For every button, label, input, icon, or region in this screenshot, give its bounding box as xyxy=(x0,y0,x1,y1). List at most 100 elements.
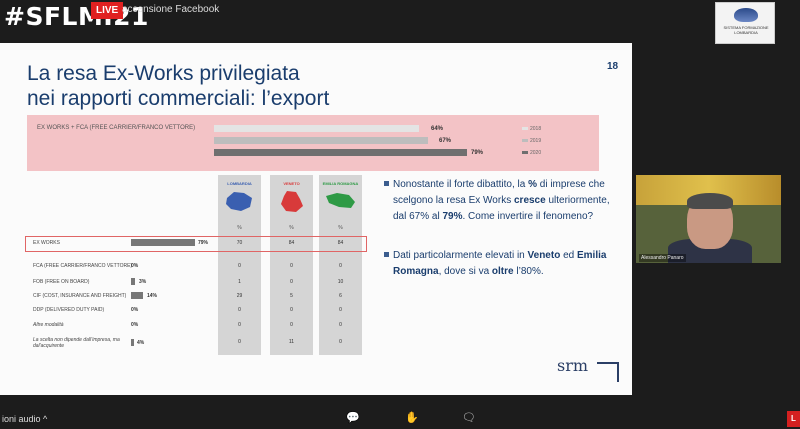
reactions-icon[interactable]: 🗨 xyxy=(462,412,476,424)
leave-button[interactable]: L xyxy=(787,411,800,427)
legend-swatch-2019 xyxy=(522,139,528,143)
summary-bar-2018 xyxy=(214,125,419,132)
veneto-map-icon xyxy=(281,191,303,212)
chevron-up-icon: ^ xyxy=(43,414,48,424)
bullet-square-icon xyxy=(384,181,389,186)
row-value-lombardia: 1 xyxy=(238,279,241,285)
legend-swatch-2020 xyxy=(522,151,528,155)
region-column-lombardia: LOMBARDIA % xyxy=(218,175,261,355)
row-label: Altre modalità xyxy=(33,322,64,328)
participant-hair xyxy=(687,193,733,209)
bullet-exworks-trend: Nonostante il forte dibattito, la % di i… xyxy=(384,177,613,225)
summary-bar-2019 xyxy=(214,137,428,144)
row-label: CIF (COST, INSURANCE AND FREIGHT) xyxy=(33,293,127,299)
event-hashtag: #SFLMI21 xyxy=(4,2,149,31)
bullet-bold: Veneto xyxy=(527,250,561,261)
summary-value-2019: 67% xyxy=(439,138,452,144)
row-pct: 3% xyxy=(139,279,147,285)
audio-options-label: ioni audio xyxy=(2,414,41,424)
slide-title-line-1: La resa Ex-Works privilegiata xyxy=(27,62,300,85)
legend-2019: 2019 xyxy=(522,138,541,144)
bullet-regional-data: Dati particolarmente elevati in Veneto e… xyxy=(384,248,613,280)
row-bar xyxy=(131,292,143,299)
row-label: FCA (FREE CARRIER/FRANCO VETTORE) xyxy=(33,263,133,269)
summary-value-2018: 64% xyxy=(431,126,444,132)
row-label: FOB (FREE ON BOARD) xyxy=(33,279,90,285)
bullet-square-icon xyxy=(384,252,389,257)
row-value-emilia-romagna: 0 xyxy=(339,263,342,269)
row-value-veneto: 0 xyxy=(290,307,293,313)
row-value-veneto: 84 xyxy=(288,240,295,246)
region-pct-label-lombardia: % xyxy=(237,225,242,231)
row-value-emilia-romagna: 84 xyxy=(337,240,344,246)
row-value-veneto: 0 xyxy=(290,322,293,328)
bottom-toolbar: ioni audio ^ 💬 ✋ 🗨 L xyxy=(0,409,800,429)
row-value-lombardia: 0 xyxy=(238,307,241,313)
slide-number: 18 xyxy=(607,61,619,72)
row-value-lombardia: 0 xyxy=(238,263,241,269)
row-value-lombardia: 0 xyxy=(238,339,241,345)
bullet-text: ed xyxy=(560,250,577,261)
slide-title-line-2: nei rapporti commerciali: l’export xyxy=(27,87,330,110)
stream-title: accensione Facebook xyxy=(122,4,220,15)
bullet-bold: cresce xyxy=(513,195,546,206)
lombardia-map-icon xyxy=(226,192,252,211)
region-name-emilia-romagna: EMILIA ROMAGNA xyxy=(322,181,359,186)
row-label: DDP (DELIVERED DUTY PAID) xyxy=(33,307,105,313)
region-name-veneto: VENETO xyxy=(283,181,300,186)
row-label: EX WORKS xyxy=(33,240,60,246)
row-pct: 14% xyxy=(147,293,158,299)
participant-name: Alessandro Panaro xyxy=(639,254,686,262)
bullet-text: ulteriormente, dal 67% al xyxy=(393,195,610,222)
bullet-text: di imprese che scelgono la resa Ex Works xyxy=(393,179,605,206)
live-badge: LIVE xyxy=(91,2,124,19)
row-pct: 79% xyxy=(198,240,209,246)
legend-label-2020: 2020 xyxy=(530,150,542,156)
row-value-lombardia: 70 xyxy=(236,240,243,246)
summary-value-2020: 79% xyxy=(471,150,484,156)
bullet-text: . Come invertire il fenomeno? xyxy=(462,211,594,222)
legend-label-2019: 2019 xyxy=(530,138,542,144)
srm-logo: srm xyxy=(557,356,619,382)
summary-bar-2020 xyxy=(214,149,467,156)
row-value-lombardia: 29 xyxy=(236,293,243,299)
legend-2018: 2018 xyxy=(522,126,541,132)
row-value-veneto: 11 xyxy=(288,339,295,345)
legend-swatch-2018 xyxy=(522,127,528,131)
bullet-bold: oltre xyxy=(491,266,514,277)
row-value-veneto: 0 xyxy=(290,263,293,269)
row-pct: 0% xyxy=(131,322,139,328)
bullet-bold: Emilia Romagna xyxy=(393,250,607,277)
row-value-emilia-romagna: 0 xyxy=(339,322,342,328)
region-pct-label-emilia-romagna: % xyxy=(338,225,343,231)
bullet-bold: % xyxy=(528,179,537,190)
summary-band: EX WORKS + FCA (FREE CARRIER/FRANCO VETT… xyxy=(27,115,599,171)
row-bar xyxy=(131,278,135,285)
logo-emblem xyxy=(734,8,758,22)
region-pct-label-veneto: % xyxy=(289,225,294,231)
slide-title: La resa Ex-Works privilegiata nei rappor… xyxy=(27,61,329,111)
region-column-veneto: VENETO % xyxy=(270,175,313,355)
row-value-veneto: 5 xyxy=(290,293,293,299)
row-value-lombardia: 0 xyxy=(238,322,241,328)
row-value-emilia-romagna: 6 xyxy=(339,293,342,299)
row-pct: 0% xyxy=(131,307,139,313)
legend-label-2018: 2018 xyxy=(530,126,542,132)
bullet-bold: 79% xyxy=(442,211,463,222)
srm-logo-mark xyxy=(597,362,619,382)
audio-options-button[interactable]: ioni audio ^ xyxy=(2,414,47,424)
region-name-lombardia: LOMBARDIA xyxy=(227,181,252,186)
participant-video-tile[interactable]: Alessandro Panaro xyxy=(636,175,781,263)
chat-icon[interactable]: 💬 xyxy=(346,412,360,424)
row-bar xyxy=(131,339,134,346)
row-value-emilia-romagna: 0 xyxy=(339,307,342,313)
raise-hand-icon[interactable]: ✋ xyxy=(405,412,419,424)
logo-text: SISTEMA FORMAZIONE LOMBARDIA xyxy=(723,25,769,35)
summary-label: EX WORKS + FCA (FREE CARRIER/FRANCO VETT… xyxy=(37,125,196,131)
row-pct: 4% xyxy=(137,340,145,346)
organizer-logo: SISTEMA FORMAZIONE LOMBARDIA xyxy=(715,2,775,44)
row-value-emilia-romagna: 0 xyxy=(339,339,342,345)
region-column-emilia-romagna: EMILIA ROMAGNA % xyxy=(319,175,362,355)
bullet-text: , dove si va xyxy=(438,266,492,277)
row-bar xyxy=(131,239,195,246)
